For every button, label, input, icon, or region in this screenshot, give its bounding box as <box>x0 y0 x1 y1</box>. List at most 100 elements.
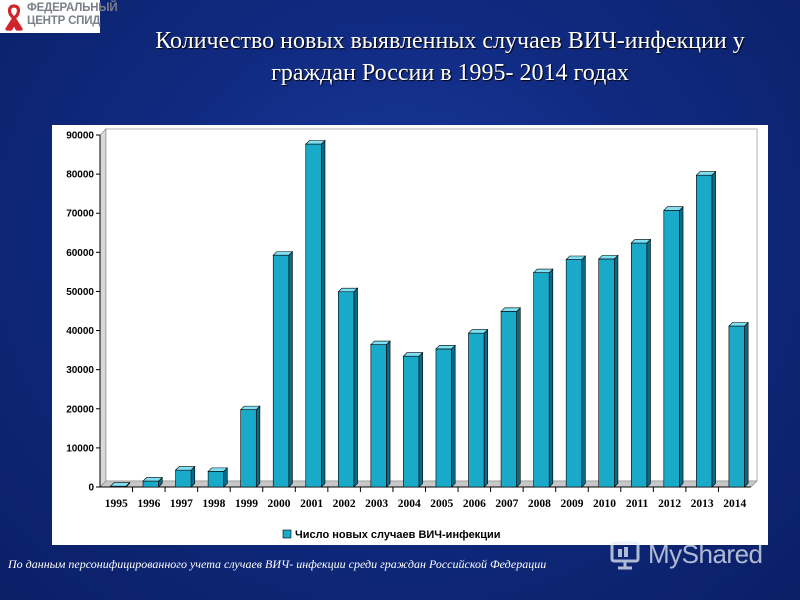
presentation-icon <box>610 541 640 570</box>
x-tick-label: 2014 <box>723 498 746 510</box>
source-note: По данным персонифицированного учета слу… <box>8 557 547 571</box>
bars <box>109 139 749 488</box>
y-tick-label: 0 <box>88 483 94 494</box>
bar-side <box>483 328 489 488</box>
bar-top <box>142 477 163 482</box>
data-label: 58142 <box>562 228 595 243</box>
bar-front <box>175 469 192 488</box>
legend: Число новых случаев ВИЧ-инфекции <box>282 529 500 541</box>
bar-front <box>305 143 322 488</box>
bar <box>500 307 522 488</box>
bar-front <box>370 344 387 488</box>
bar-side <box>548 268 554 488</box>
bar <box>565 255 587 488</box>
x-tick-label: 1997 <box>170 498 193 510</box>
y-tick-label: 10000 <box>66 443 94 454</box>
bar-front <box>565 259 583 488</box>
bar-top <box>467 329 489 334</box>
x-tick-label: 2008 <box>528 498 551 510</box>
data-label: 70744 <box>659 178 692 193</box>
bar-side <box>711 170 716 488</box>
bar <box>272 250 294 488</box>
y-tick-label: 90000 <box>66 131 94 142</box>
bar-top <box>565 255 587 260</box>
slide-title: Количество новых выявленных случаев ВИЧ-… <box>100 25 800 89</box>
y-tick-label: 40000 <box>66 326 94 337</box>
logo: ФЕДЕРАЛЬНЫЙ ЦЕНТР СПИД <box>0 0 118 33</box>
bar <box>597 254 619 488</box>
bar-top <box>207 467 229 472</box>
bar <box>370 340 391 488</box>
x-tick-label: 1998 <box>202 498 225 510</box>
bar-side <box>679 205 684 488</box>
bar-front <box>435 348 452 488</box>
y-axis: 0 10000 20000 30000 40000 50000 60000 70000 8000… <box>66 131 100 494</box>
y-tick-label: 70000 <box>66 209 94 220</box>
bar <box>728 321 749 488</box>
bar-front <box>403 355 420 488</box>
bar-top <box>272 251 294 256</box>
bar-top <box>630 239 652 244</box>
bar-side <box>321 139 326 488</box>
logo-text-line-1: ФЕДЕРАЛЬНЫЙ <box>27 2 118 14</box>
bar-top <box>337 287 359 293</box>
x-tick-label: 2001 <box>300 498 323 510</box>
bar-side <box>744 321 749 488</box>
bar <box>663 205 684 488</box>
x-tick-label: 2012 <box>658 498 681 510</box>
bar-side <box>288 250 293 488</box>
x-tick-label: 2002 <box>333 498 356 510</box>
bar <box>305 139 326 488</box>
slide-title-line-2: граждан России в 1995- 2014 годах <box>271 60 629 86</box>
bar-top <box>728 322 749 327</box>
bar-top <box>695 171 717 176</box>
bar-front <box>272 254 290 488</box>
bar-front <box>500 311 517 488</box>
watermark: MyShared <box>608 536 763 572</box>
bar-side <box>516 307 521 488</box>
x-tick-label: 2006 <box>463 498 486 510</box>
bar-top <box>174 466 196 471</box>
x-tick-label: 2005 <box>430 498 453 510</box>
bar-front <box>338 291 355 488</box>
bar-top <box>239 405 261 411</box>
x-axis: 1995 1996 1997 1998 1999 2000 2001 2002 2003 2004… <box>105 487 746 510</box>
bar-front <box>630 242 648 488</box>
bar <box>109 481 131 488</box>
data-label: 54799 <box>529 241 562 256</box>
x-tick-label: 2003 <box>365 498 388 510</box>
data-label: 79728 <box>692 143 725 158</box>
bar-side <box>451 344 456 488</box>
bar-top <box>532 268 554 273</box>
bar-front <box>696 174 713 488</box>
y-tick-label: 30000 <box>66 365 94 376</box>
bar <box>630 238 652 488</box>
bar-front <box>142 480 159 488</box>
y-tick-label: 20000 <box>66 404 94 415</box>
data-label: 58305 <box>594 227 627 242</box>
bar-side <box>418 351 423 488</box>
bar-front <box>468 332 485 488</box>
x-tick-label: 1999 <box>235 498 258 510</box>
bar-top <box>663 206 684 211</box>
bar-top <box>370 340 391 345</box>
bar <box>532 268 554 488</box>
bar-side <box>646 238 651 488</box>
x-tick-label: 2000 <box>268 498 291 510</box>
bar <box>174 465 196 488</box>
bar <box>402 351 424 488</box>
x-tick-label: 2009 <box>560 498 583 510</box>
bar-side <box>386 340 391 488</box>
bar <box>435 344 456 488</box>
bar-front <box>533 272 550 488</box>
bar <box>337 287 359 488</box>
x-tick-label: 2007 <box>495 498 518 510</box>
bar-front <box>240 409 257 488</box>
logo-text-line-2: ЦЕНТР СПИД <box>27 15 101 27</box>
watermark-text: MyShared <box>648 538 763 569</box>
bar <box>142 476 163 488</box>
x-tick-label: 1995 <box>105 498 128 510</box>
x-tick-label: 1996 <box>137 498 160 510</box>
